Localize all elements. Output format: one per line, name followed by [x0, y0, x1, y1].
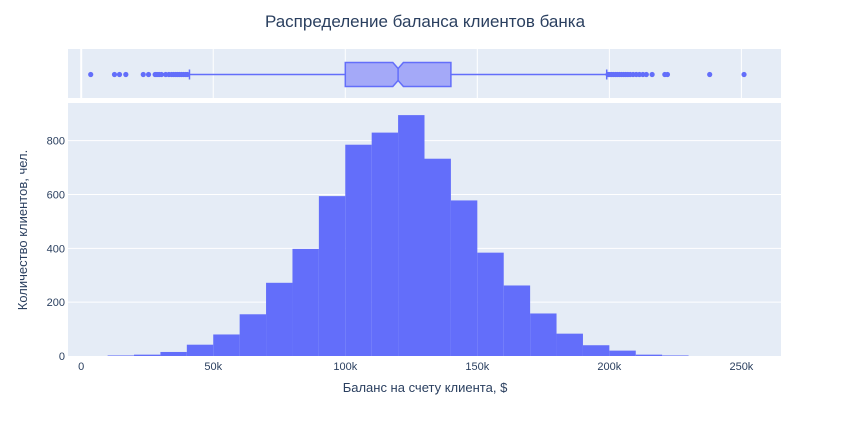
y-axis-ticks: 0 200 400 600 800	[47, 136, 65, 363]
histogram-panel: 0 200 400 600 800 0 50k 100k 150k 200k 250k	[47, 103, 781, 373]
x-tick-label: 250k	[729, 361, 753, 373]
histogram-bars	[107, 115, 689, 357]
histogram-bar	[450, 200, 478, 356]
box-outlier-point	[88, 71, 94, 78]
x-axis-label: Баланс на счету клиента, $	[343, 380, 508, 395]
box-outlier-point	[123, 71, 129, 78]
histogram-bar	[582, 345, 610, 356]
box-outlier-point	[707, 71, 713, 78]
histogram-bar	[503, 285, 531, 356]
y-tick-label: 600	[47, 190, 65, 202]
chart-title: Распределение баланса клиентов банка	[265, 12, 586, 31]
box-outlier-point	[145, 71, 152, 78]
box-outlier-point	[116, 71, 123, 78]
box-outlier-point	[158, 71, 165, 78]
box-outlier-point	[643, 71, 649, 78]
box-plot-marks	[88, 61, 747, 88]
histogram-bar	[134, 354, 161, 356]
histogram-bar	[609, 350, 636, 356]
histogram-bar	[239, 314, 267, 356]
histogram-bar	[160, 351, 187, 356]
histogram-bar	[266, 282, 293, 356]
histogram-bar	[424, 158, 451, 356]
box-outlier-point	[664, 71, 671, 78]
x-tick-label: 100k	[333, 361, 357, 373]
y-axis-label: Количество клиентов, чел.	[15, 150, 30, 310]
box-outlier-point	[649, 71, 655, 78]
histogram-bar	[477, 252, 504, 356]
histogram-bar	[345, 144, 372, 356]
box-plot-panel	[68, 49, 781, 98]
histogram-bar	[107, 355, 135, 356]
histogram-bar	[662, 355, 689, 356]
histogram-bar	[556, 333, 583, 356]
x-tick-label: 0	[78, 361, 84, 373]
box-outlier-point	[184, 71, 190, 78]
histogram-bar	[213, 334, 240, 356]
histogram-bar	[186, 344, 214, 356]
histogram-bar	[292, 248, 319, 356]
y-tick-label: 0	[59, 351, 65, 363]
box-outlier-point	[111, 71, 118, 78]
x-tick-label: 150k	[465, 361, 489, 373]
histogram-bar	[318, 196, 346, 356]
histogram-bar	[398, 115, 425, 357]
histogram-bar	[371, 132, 399, 356]
y-tick-label: 800	[47, 136, 65, 148]
histogram-bar	[635, 354, 663, 356]
histogram-bar	[530, 313, 557, 356]
x-axis-ticks: 0 50k 100k 150k 200k 250k	[78, 361, 754, 373]
x-tick-label: 50k	[204, 361, 222, 373]
box-outlier-point	[741, 71, 747, 78]
box-outlier-point	[140, 71, 146, 78]
y-tick-label: 200	[47, 297, 65, 309]
y-tick-label: 400	[47, 243, 65, 255]
x-tick-label: 200k	[597, 361, 621, 373]
